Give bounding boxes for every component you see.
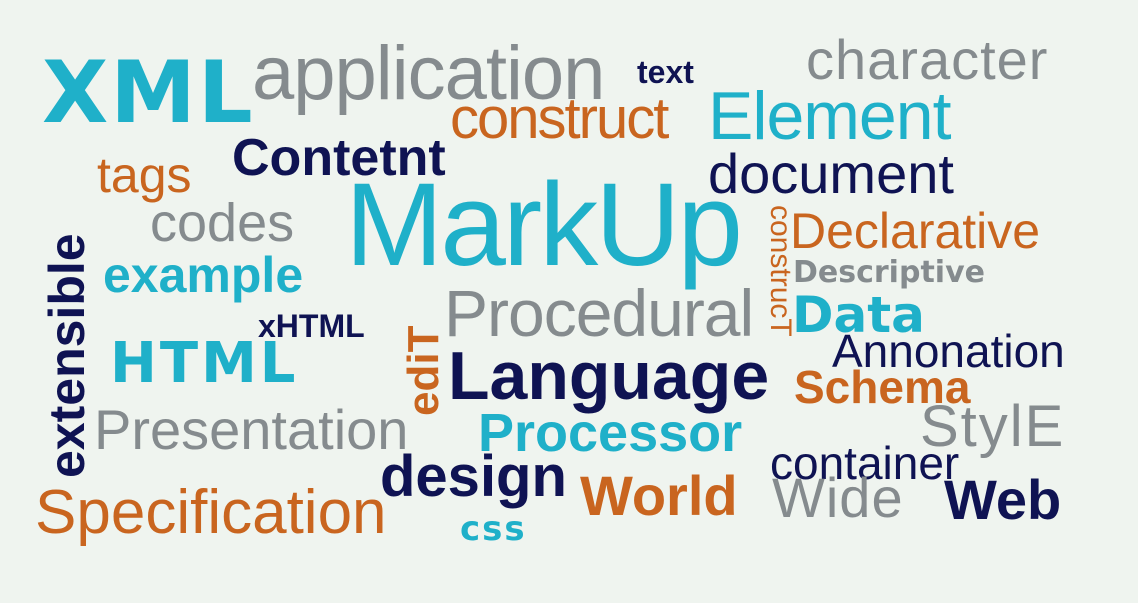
word-presentation: Presentation xyxy=(94,398,409,461)
word-annonation: Annonation xyxy=(832,325,1065,377)
word-xhtml: xHTML xyxy=(258,308,365,344)
word-procedural: Procedural xyxy=(444,276,754,350)
word-declarative: Declarative xyxy=(790,203,1041,259)
word-style: StylE xyxy=(920,394,1066,459)
word-language: Language xyxy=(448,338,770,414)
word-application: application xyxy=(252,31,605,116)
word-html: HTML xyxy=(110,331,299,396)
word-world: World xyxy=(580,464,738,527)
word-container: container xyxy=(770,437,960,489)
word-specification: Specification xyxy=(35,478,387,547)
word-design: design xyxy=(380,444,567,509)
word-tags: tags xyxy=(97,147,192,203)
word-text: text xyxy=(637,54,694,90)
word-codes: codes xyxy=(150,193,295,253)
word-xml: XML xyxy=(42,43,255,143)
word-schema: Schema xyxy=(794,361,971,413)
word-contetnt: Contetnt xyxy=(232,129,446,187)
word-extensible: extensible xyxy=(39,233,95,478)
word-example: example xyxy=(103,247,304,303)
word-character: character xyxy=(806,28,1049,91)
word-descriptive: Descriptive xyxy=(793,255,985,290)
word-construct: construct xyxy=(450,86,669,151)
word-processor: Processor xyxy=(478,403,743,463)
word-web: Web xyxy=(944,468,1062,531)
word-data: Data xyxy=(792,286,925,344)
word-document: document xyxy=(708,142,954,205)
word-css: css xyxy=(460,509,527,549)
word-edit: ediT xyxy=(399,325,448,416)
word-markup: MarkUp xyxy=(345,159,743,291)
word-wide: Wide xyxy=(772,466,904,529)
word-element: Element xyxy=(708,78,951,154)
